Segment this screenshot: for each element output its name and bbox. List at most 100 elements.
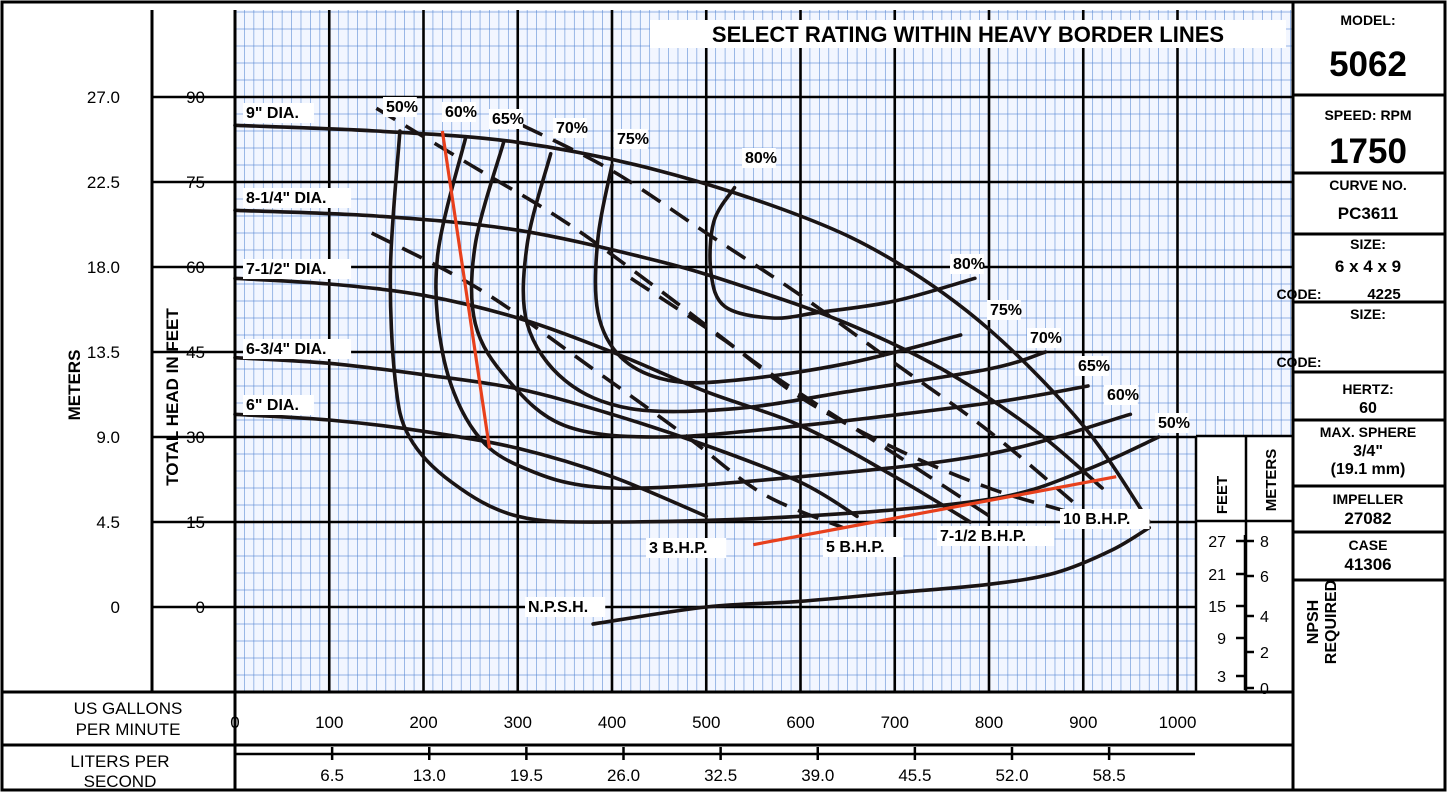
- gpm-tick-label: 1000: [1159, 713, 1197, 732]
- lps-tick-label: 13.0: [413, 766, 446, 785]
- npsh-curve: [591, 525, 1151, 626]
- efficiency-label-top-backdrop: [553, 118, 587, 138]
- curve-label-layer: 9" DIA. 8-1/4" DIA. 7-1/2" DIA. 6-3/4" DIA.…: [243, 97, 1190, 617]
- diameter-label-backdrop: [243, 395, 314, 415]
- meters-tick-label: 18.0: [87, 258, 120, 277]
- feet-tick-label: 90: [186, 88, 205, 107]
- diameter-label: 8-1/4" DIA.: [246, 190, 327, 207]
- feet-tick-label: 0: [196, 598, 205, 617]
- code-label: CODE:: [1276, 286, 1321, 302]
- size2-label: SIZE:: [1350, 306, 1386, 322]
- efficiency-label-right-backdrop: [987, 300, 1021, 320]
- npsh-scale: FEET METERS 27 21 15 9 3 8 6 4 2 0 NPSH REQUIRED: [1194, 434, 1340, 698]
- curve-value: PC3611: [1338, 204, 1399, 223]
- diameter-label-backdrop: [243, 188, 352, 208]
- bhp-curve: [375, 106, 1000, 524]
- efficiency-label-right-backdrop: [1155, 413, 1189, 433]
- npsh-feet-tick-label: 21: [1208, 567, 1226, 584]
- lps-tick-label: 32.5: [704, 766, 737, 785]
- npsh-meter-tick-label: 2: [1260, 645, 1269, 662]
- gpm-tick-label: 300: [504, 713, 532, 732]
- lps-axis-title-line2: SECOND: [84, 772, 157, 791]
- hertz-label: HERTZ:: [1342, 381, 1393, 397]
- meters-tick-label: 0: [111, 598, 120, 617]
- bhp-label-backdrop: [646, 538, 727, 558]
- efficiency-label-top: 60%: [445, 104, 477, 121]
- efficiency-curve: [708, 185, 977, 320]
- feet-tick-label: 45: [186, 343, 205, 362]
- npsh-meters-label: METERS: [1263, 449, 1280, 512]
- feet-tick-label: 30: [186, 428, 205, 447]
- code2-label: CODE:: [1276, 354, 1321, 370]
- efficiency-label-top-backdrop: [614, 129, 648, 149]
- npsh-meter-tick-label: 8: [1260, 534, 1269, 551]
- efficiency-label-right: 50%: [1158, 415, 1190, 432]
- npsh-feet-tick-label: 3: [1217, 669, 1226, 686]
- npsh-curve-label-backdrop: [525, 597, 606, 617]
- bhp-label: 10 B.H.P.: [1063, 511, 1130, 528]
- efficiency-label-top-backdrop: [383, 97, 417, 117]
- hertz-value: 60: [1359, 400, 1377, 417]
- meters-tick-label: 9.0: [96, 428, 120, 447]
- diameter-label-backdrop: [243, 339, 352, 359]
- feet-tick-label: 75: [186, 173, 205, 192]
- npsh-meter-tick-label: 0: [1260, 681, 1269, 698]
- code-value: 4225: [1367, 286, 1400, 303]
- gpm-axis-title-line1: US GALLONS: [74, 699, 183, 718]
- efficiency-curve: [434, 134, 1133, 491]
- diameter-label: 6" DIA.: [246, 397, 299, 414]
- npsh-title-line2: REQUIRED: [1323, 580, 1340, 664]
- efficiency-label-right: 75%: [990, 302, 1022, 319]
- model-label: MODEL:: [1340, 12, 1395, 28]
- lps-tick-label: 39.0: [801, 766, 834, 785]
- lps-tick-label: 26.0: [607, 766, 640, 785]
- lps-tick-label: 52.0: [995, 766, 1028, 785]
- efficiency-label-top: 75%: [617, 131, 649, 148]
- feet-axis-label: TOTAL HEAD IN FEET: [163, 308, 182, 486]
- feet-tick-label: 60: [186, 258, 205, 277]
- npsh-meter-tick-label: 6: [1260, 569, 1269, 586]
- size-value: 6 x 4 x 9: [1335, 257, 1401, 276]
- sphere-mm: (19.1 mm): [1331, 461, 1406, 478]
- efficiency-label-right-backdrop: [950, 254, 984, 274]
- gpm-tick-label: 200: [409, 713, 437, 732]
- diameter-label-backdrop: [243, 103, 314, 123]
- diameter-curve: [233, 355, 859, 519]
- diameter-label: 9" DIA.: [246, 105, 299, 122]
- info-panel: MODEL: 5062 SPEED: RPM 1750 CURVE NO. PC3611 S…: [1276, 12, 1445, 582]
- lps-tick-label: 19.5: [510, 766, 543, 785]
- bhp-label: 7-1/2 B.H.P.: [940, 528, 1026, 545]
- efficiency-curve: [593, 163, 963, 385]
- npsh-title-line1: NPSH: [1305, 600, 1322, 644]
- diameter-curve: [233, 276, 972, 524]
- npsh-meter-tick-label: 4: [1260, 609, 1269, 626]
- meters-tick-label: 22.5: [87, 173, 120, 192]
- sphere-inches: 3/4": [1353, 443, 1383, 460]
- efficiency-label-right: 65%: [1078, 358, 1110, 375]
- efficiency-label-top: 80%: [745, 150, 777, 167]
- meters-tick-label: 13.5: [87, 343, 120, 362]
- gpm-tick-label: 700: [881, 713, 909, 732]
- gpm-tick-label: 500: [692, 713, 720, 732]
- npsh-feet-tick-label: 15: [1208, 599, 1226, 616]
- efficiency-label-right-backdrop: [1104, 385, 1138, 405]
- diameter-label-backdrop: [243, 259, 352, 279]
- impeller-value: 27082: [1344, 509, 1391, 528]
- bhp-label-backdrop: [1060, 509, 1150, 529]
- lps-tick-label: 45.5: [898, 766, 931, 785]
- limit-line: [753, 475, 1117, 547]
- efficiency-label-top-backdrop: [489, 109, 523, 129]
- efficiency-label-right: 80%: [953, 256, 985, 273]
- gpm-tick-label: 900: [1069, 713, 1097, 732]
- gpm-tick-label: 100: [315, 713, 343, 732]
- size-label: SIZE:: [1350, 236, 1386, 252]
- efficiency-label-right-backdrop: [1027, 328, 1061, 348]
- gpm-tick-label: 0: [230, 713, 239, 732]
- gpm-axis-title-line2: PER MINUTE: [76, 720, 181, 739]
- bhp-label: 5 B.H.P.: [826, 539, 884, 556]
- curve-layer: [233, 106, 1161, 626]
- model-value: 5062: [1329, 45, 1407, 84]
